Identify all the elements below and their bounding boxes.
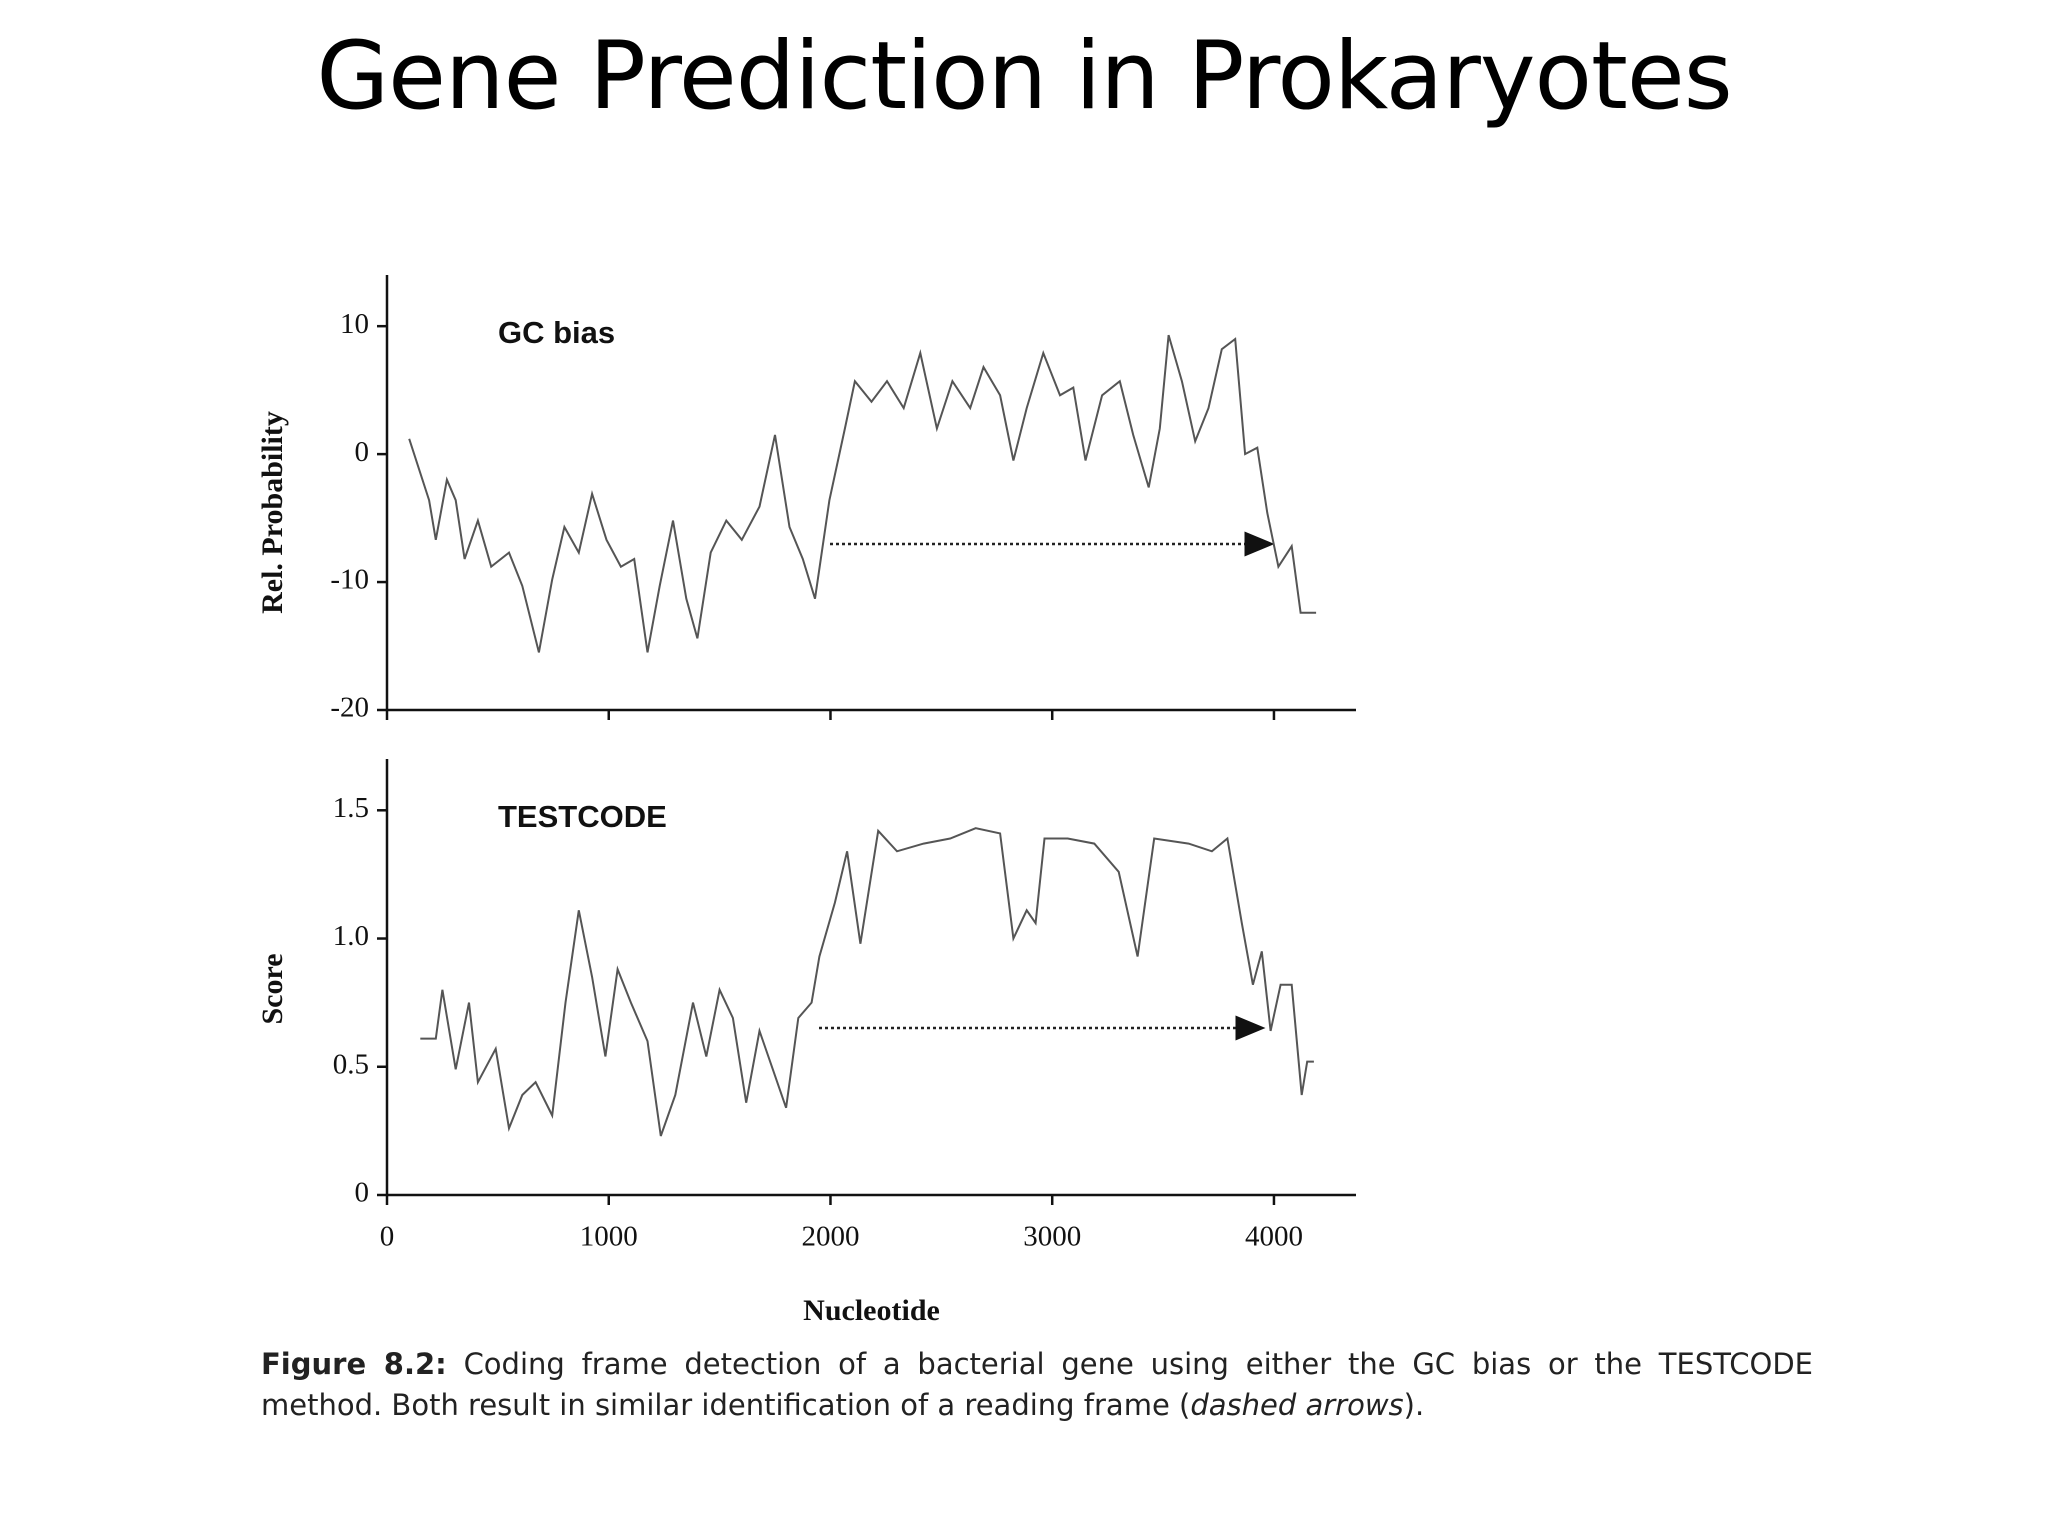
x-tick-label: 4000 [1245, 1221, 1303, 1253]
y-axis-label: Rel. Probability [256, 411, 289, 614]
caption-emphasis: dashed arrows [1190, 1388, 1404, 1422]
caption-after: ). [1403, 1388, 1425, 1422]
y-axis-label: Score [256, 953, 289, 1024]
y-tick-label: 1.5 [333, 792, 369, 824]
x-tick-label: 0 [380, 1221, 395, 1253]
y-tick-label: -20 [330, 692, 369, 724]
y-tick-label: 1.0 [333, 920, 369, 952]
y-tick-label: 0.5 [333, 1048, 369, 1080]
y-tick-label: 0 [355, 436, 370, 468]
y-tick-label: 0 [355, 1177, 370, 1209]
data-line [408, 334, 1317, 653]
y-tick-label: 10 [340, 308, 369, 340]
panel-label: GC bias [498, 315, 615, 350]
panel-label: TESTCODE [498, 799, 667, 834]
data-line [420, 827, 1314, 1137]
caption-label: Figure 8.2: [261, 1347, 447, 1381]
x-tick-label: 1000 [580, 1221, 638, 1253]
x-axis-label: Nucleotide [803, 1294, 940, 1327]
y-tick-label: -10 [330, 564, 369, 596]
caption-text: Coding frame detection of a bacterial ge… [261, 1347, 1813, 1422]
x-tick-label: 3000 [1023, 1221, 1081, 1253]
figure-caption: Figure 8.2: Coding frame detection of a … [261, 1344, 1813, 1426]
slide-title: Gene Prediction in Prokaryotes [316, 22, 1732, 131]
x-tick-label: 2000 [801, 1221, 859, 1253]
